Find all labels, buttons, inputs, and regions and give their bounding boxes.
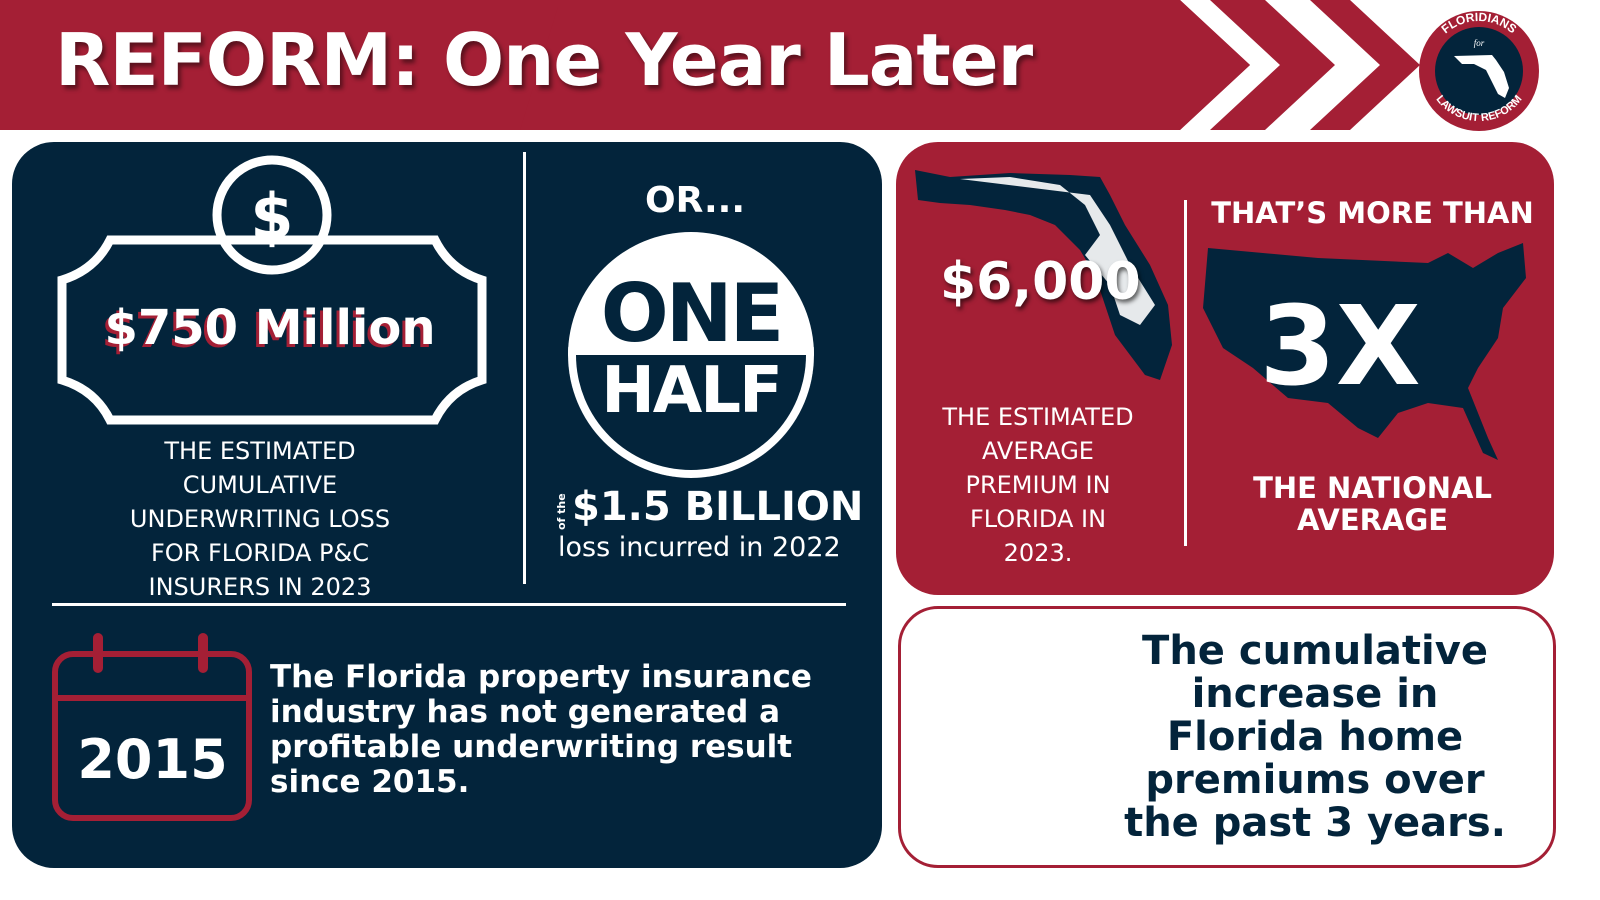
billion-caption: loss incurred in 2022 [558,532,841,563]
dollar-icon: $ [250,180,293,253]
premium-caption: THE ESTIMATED AVERAGE PREMIUM IN FLORIDA… [918,400,1158,570]
divider [523,152,526,584]
divider [1184,200,1187,546]
text-line: Florida home [1166,714,1464,760]
plaque-frame-icon: $ [57,155,487,425]
svg-text:for: for [1474,38,1485,48]
chevron-banner-icon [0,0,1420,130]
caption-line: AVERAGE [982,437,1094,465]
caption-line: THE ESTIMATED [942,403,1134,431]
half-label: HALF [601,354,783,428]
caption-line: AVERAGE [1296,503,1449,537]
caption-line: FLORIDA IN [969,505,1107,533]
caption-line: UNDERWRITING LOSS [129,505,391,533]
calendar-icon [52,633,252,821]
caption-line: INSURERS IN 2023 [148,573,372,601]
of-the-label: of the [555,493,568,530]
or-label: OR... [644,180,746,221]
caption-line: THE ESTIMATED [164,437,356,465]
billion-amount: $1.5 BILLION [572,484,864,530]
increase-card [898,606,1556,868]
profit-statement: The Florida property insurance industry … [270,660,812,800]
caption-line: CUMULATIVE [182,471,338,499]
caption-line: FOR FLORIDA P&C [150,539,369,567]
loss-amount: $750 Million [104,300,436,356]
text-line: the past 3 years. [1124,800,1506,846]
caption-line: 2023. [1003,539,1073,567]
caption-line: PREMIUM IN [965,471,1111,499]
text-line: increase in [1191,671,1439,717]
text-line: profitable underwriting result [270,729,793,765]
national-heading: THAT’S MORE THAN [1211,196,1534,230]
loss-caption: THE ESTIMATED CUMULATIVE UNDERWRITING LO… [80,434,440,604]
text-line: The cumulative [1142,628,1488,674]
increase-text: The cumulative increase in Florida home … [1100,630,1530,845]
page-title: REFORM: One Year Later [55,18,1033,102]
multiplier: 3X [1259,282,1421,410]
florida-map-icon [915,170,1172,380]
premium-amount: $6,000 [940,252,1141,312]
text-line: industry has not generated a [270,694,780,730]
divider [52,603,846,606]
national-caption: THE NATIONAL AVERAGE [1200,472,1545,536]
us-map-icon [1203,243,1526,460]
florida-seal-icon: FLORIDIANS LAWSUIT REFORM for [1419,10,1539,131]
logo: FLORIDIANS LAWSUIT REFORM for [1412,10,1546,132]
calendar-year: 2015 [77,728,228,791]
one-label: ONE [600,267,785,360]
text-line: since 2015. [270,764,470,800]
caption-line: THE NATIONAL [1253,471,1492,505]
header-banner: REFORM: One Year Later FLORIDIANS LAWSUI… [0,0,1600,135]
text-line: The Florida property insurance [270,659,812,695]
half-circle: ONE HALF [568,232,814,478]
text-line: premiums over [1145,757,1485,803]
